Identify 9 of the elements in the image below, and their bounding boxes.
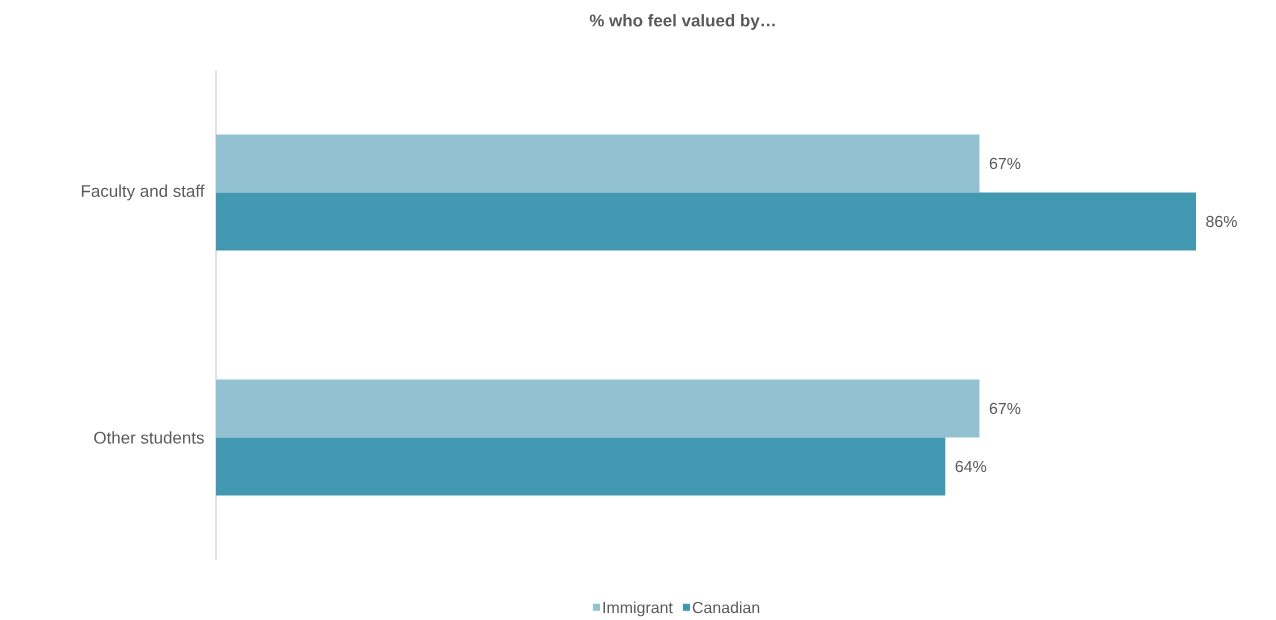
chart-title: % who feel valued by… (589, 14, 775, 30)
legend-label: Immigrant (603, 601, 673, 617)
data-label: 64% (955, 460, 987, 473)
y-tick-label: Faculty and staff (81, 184, 205, 201)
data-label: 67% (989, 402, 1021, 415)
legend-label: Canadian (692, 601, 760, 614)
y-tick-label: Other students (94, 431, 204, 444)
data-label: 67% (989, 157, 1021, 170)
data-label: 86% (1206, 215, 1237, 228)
